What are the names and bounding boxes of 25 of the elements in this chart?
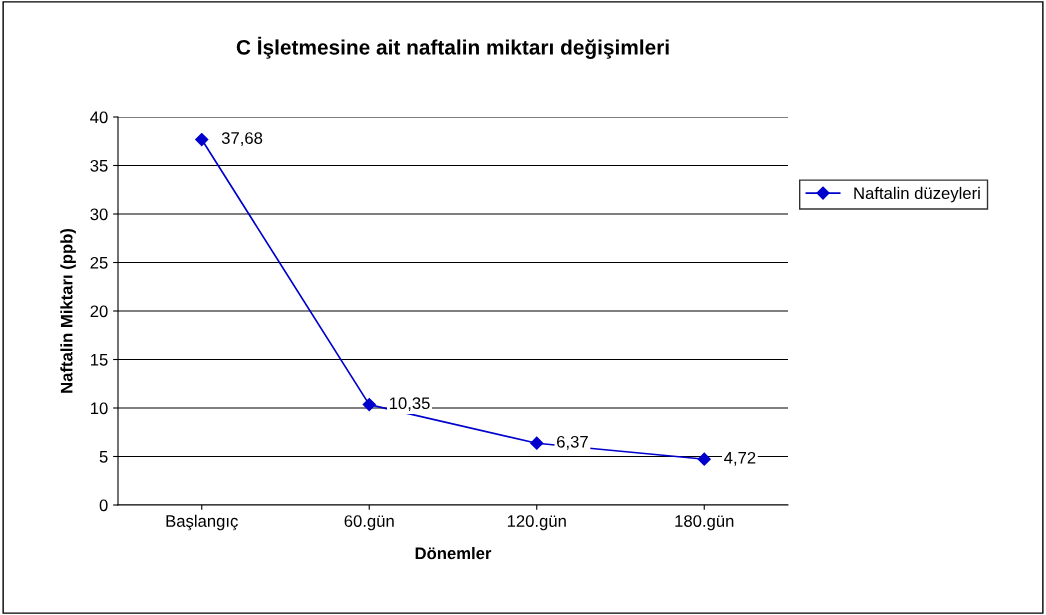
x-tick-label: 120.gün xyxy=(507,515,566,531)
y-tick-label: 5 xyxy=(99,451,108,463)
legend-label: Naftalin düzeyleri xyxy=(854,186,980,203)
point xyxy=(530,436,544,450)
y-tick-label: 25 xyxy=(90,256,108,269)
y-tick-label: 30 xyxy=(90,208,108,221)
y-tick-label: 40 xyxy=(90,111,108,124)
point xyxy=(697,452,711,466)
data-label: 37,68 xyxy=(221,132,263,146)
x-tick-label: 180.gün xyxy=(675,515,734,531)
x-tick-label: 60.gün xyxy=(344,515,394,531)
y-axis-title: Naftalin Miktarı (ppb) xyxy=(60,228,76,393)
y-tick-label: 15 xyxy=(91,354,108,366)
x-tick-label: Başlangıç xyxy=(166,514,238,531)
y-tick-label: 35 xyxy=(90,159,108,172)
y-tick-label: 10 xyxy=(91,402,108,415)
y-tick-label: 20 xyxy=(90,305,108,318)
x-axis-title: Dönemler xyxy=(415,547,492,560)
point xyxy=(362,398,376,412)
data-label: 6,37 xyxy=(557,435,588,450)
y-tick-label: 0 xyxy=(99,499,108,512)
data-label: 10,35 xyxy=(389,397,430,412)
chart-title: C İşletmesine ait naftalin miktarı değişimleri xyxy=(236,36,669,59)
data-label: 4,72 xyxy=(724,451,756,466)
point xyxy=(195,132,209,147)
